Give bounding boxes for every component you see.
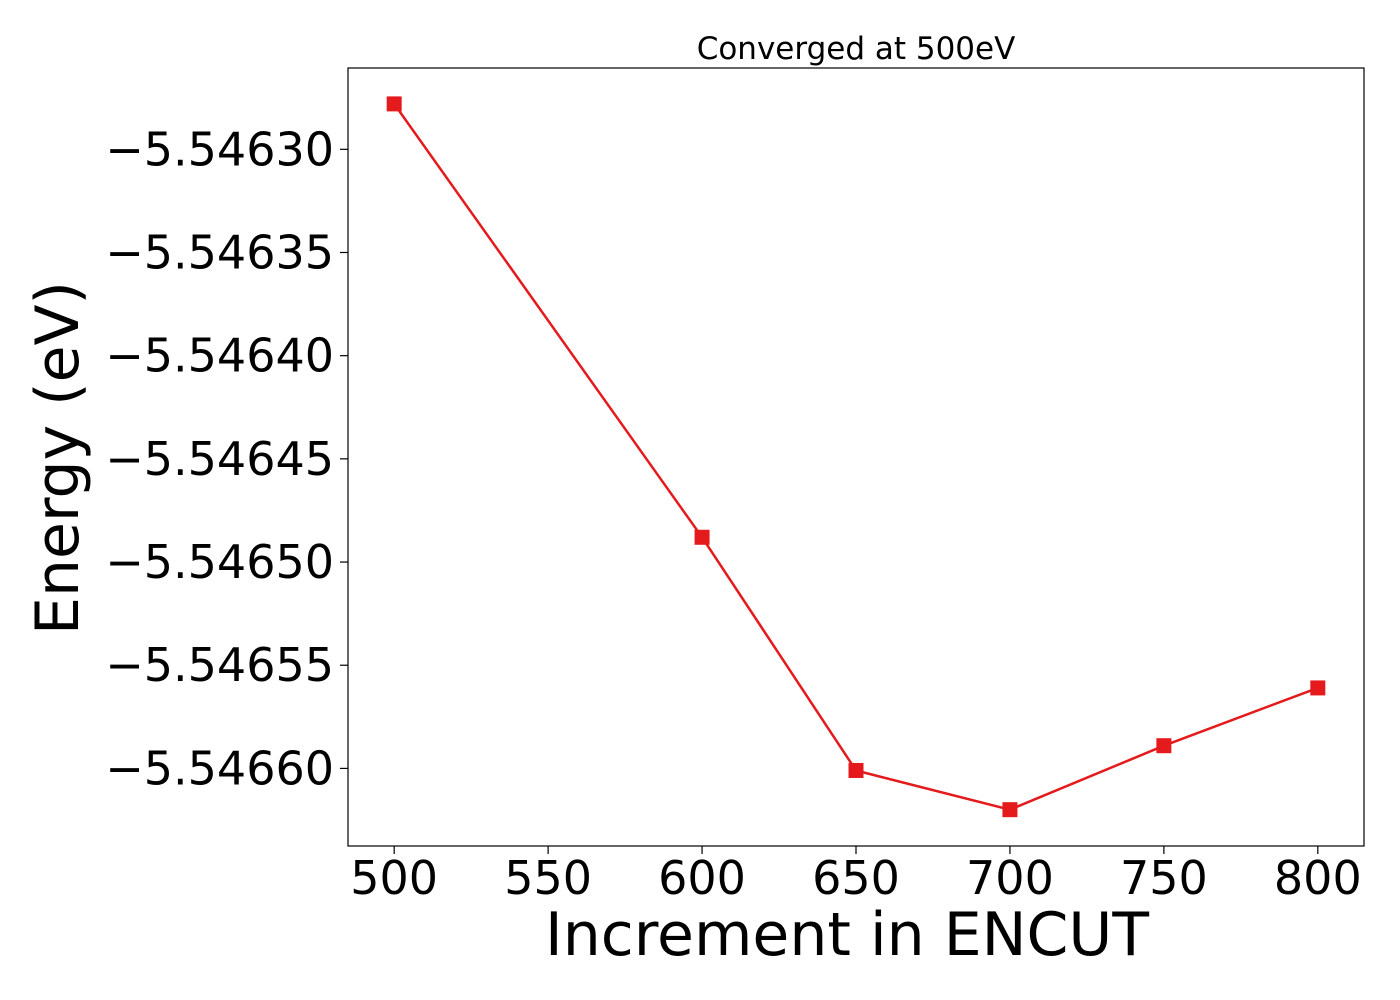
y-tick-label: −5.54650 [105, 535, 334, 589]
y-tick-label: −5.54640 [105, 329, 334, 383]
axes-frame [347, 67, 1365, 847]
data-point-marker [1002, 802, 1018, 818]
data-point-marker [1156, 738, 1172, 754]
data-point-marker [1310, 680, 1326, 696]
plot-area: 500 550 600 650 700 750 800 −5.54630 −5.54635 −5.… [105, 67, 1365, 905]
x-axis-label: Increment in ENCUT [545, 900, 1149, 970]
y-tick-label: −5.54660 [105, 741, 334, 795]
y-tick-label: −5.54635 [105, 225, 334, 279]
y-tick-label: −5.54645 [105, 432, 334, 486]
x-tick-label: 650 [812, 851, 900, 905]
chart-title: Converged at 500eV [697, 31, 1016, 67]
data-point-marker [386, 96, 402, 112]
x-tick-label: 600 [658, 851, 746, 905]
x-tick-label: 550 [504, 851, 592, 905]
x-tick-label: 500 [350, 851, 438, 905]
x-tick-label: 800 [1274, 851, 1362, 905]
series-line [393, 103, 1319, 812]
x-tick-label: 750 [1120, 851, 1208, 905]
data-point-marker [848, 762, 864, 778]
y-axis-label: Energy (eV) [23, 281, 93, 635]
y-tick-label: −5.54630 [105, 122, 334, 176]
x-tick-label: 700 [966, 851, 1054, 905]
y-tick-label: −5.54655 [105, 638, 334, 692]
data-point-marker [694, 529, 710, 545]
